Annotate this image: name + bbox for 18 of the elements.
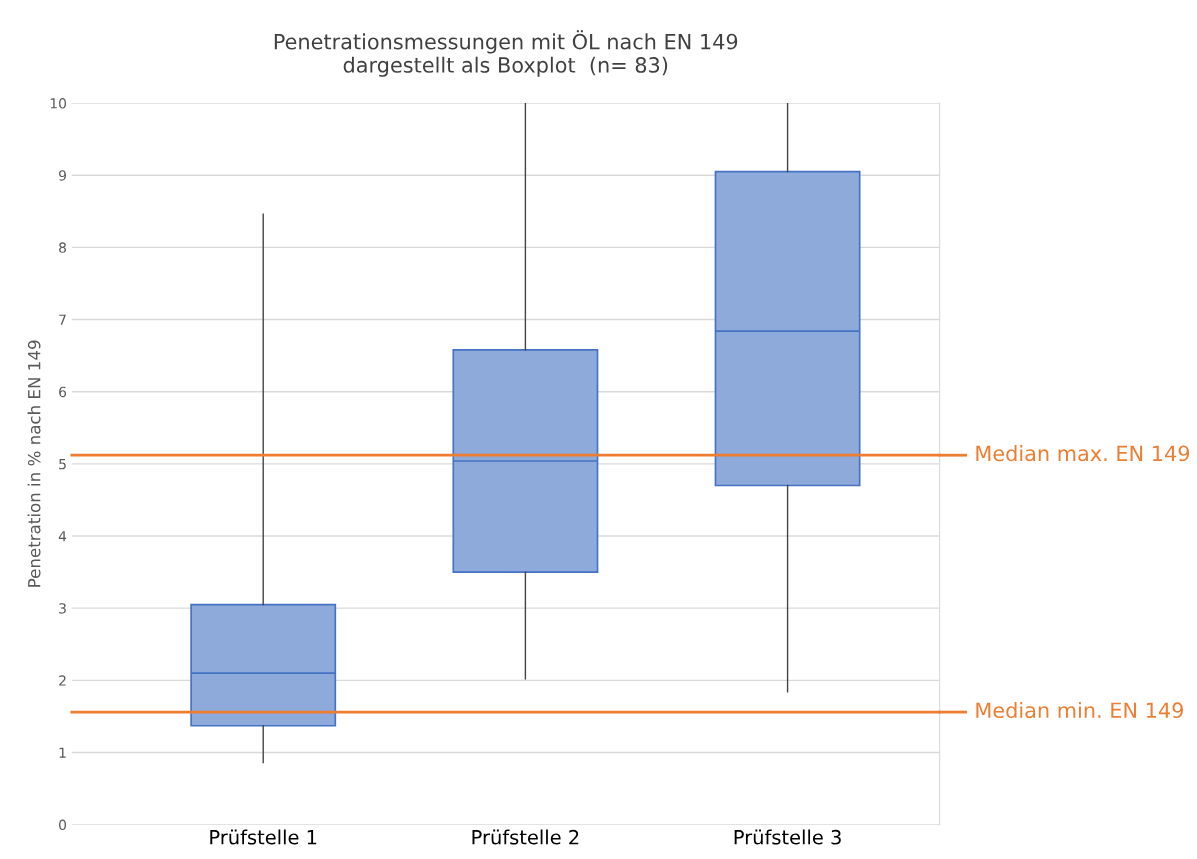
y-tick-label: 5 <box>59 459 66 470</box>
y-tick-label: 9 <box>59 170 66 181</box>
y-tick-label: 3 <box>59 603 66 614</box>
y-tick-label: 2 <box>59 675 66 686</box>
y-tick-label: 10 <box>50 98 67 109</box>
x-tick-label: Prüfstelle 3 <box>734 829 841 845</box>
y-tick-label: 0 <box>59 819 67 831</box>
x-tick-label: Prüfstelle 1 <box>210 829 317 845</box>
chart-title: Penetrationsmessungen mit ÖL nach EN 149 dargestellt als Boxplot (n= 83) <box>274 30 738 77</box>
x-tick-label: Prüfstelle 2 <box>472 829 579 845</box>
ref-line-label: Median min. EN 149 <box>976 702 1183 719</box>
y-tick-label: 6 <box>59 386 67 398</box>
ref-line-label: Median max. EN 149 <box>976 445 1190 462</box>
y-tick-label: 4 <box>58 531 67 542</box>
y-axis-title: Penetration in % nach EN 149 <box>27 340 41 587</box>
y-tick-label: 8 <box>59 242 67 253</box>
y-tick-label: 1 <box>59 747 66 758</box>
y-tick-label: 7 <box>59 314 66 325</box>
